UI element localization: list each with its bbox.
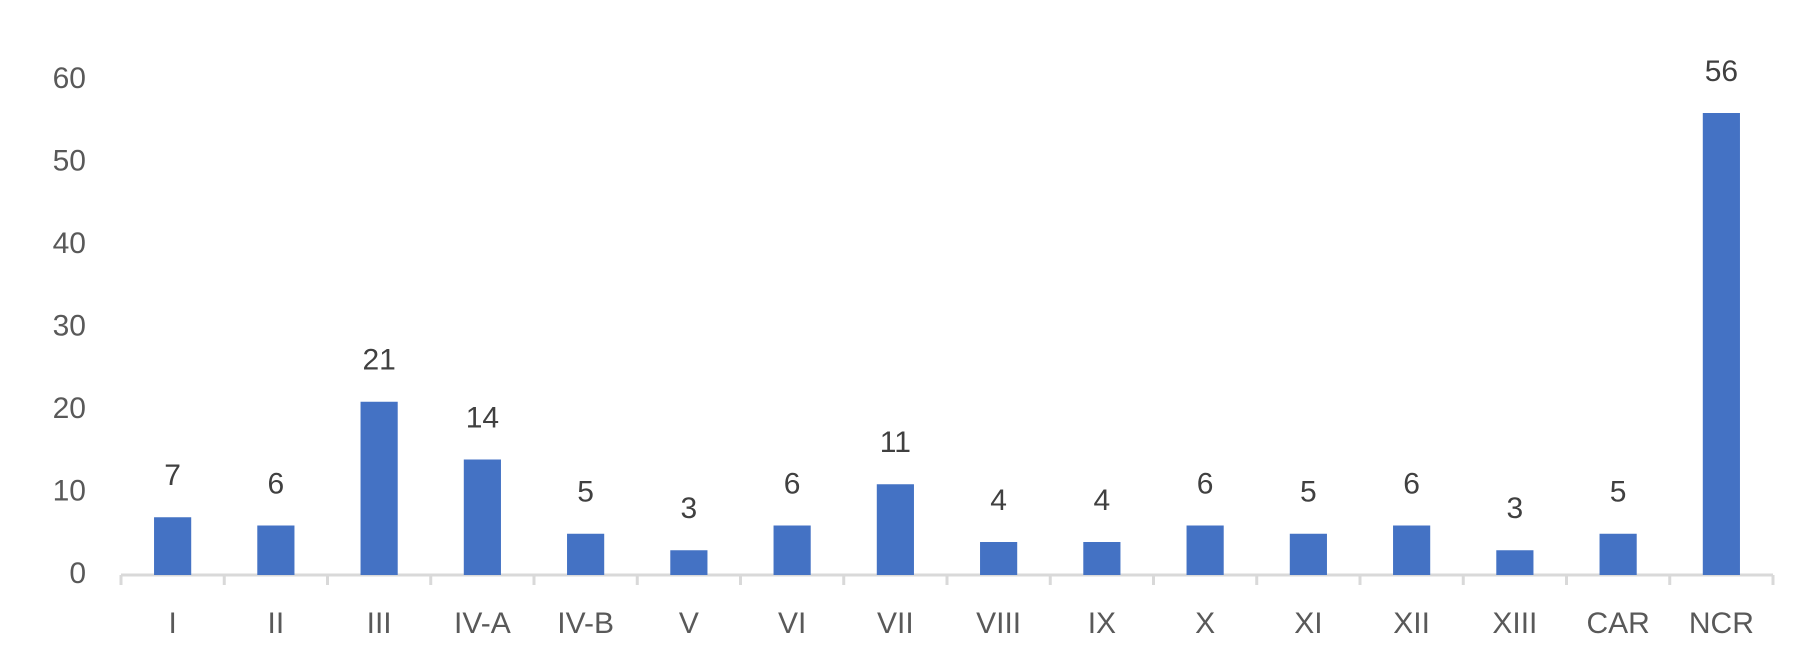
value-label: 7 (164, 459, 181, 492)
value-label: 5 (577, 476, 594, 509)
value-label: 6 (268, 467, 285, 500)
x-tick-label: XII (1393, 607, 1430, 640)
y-tick-label: 50 (53, 144, 86, 177)
bar (1496, 550, 1534, 575)
bar (360, 401, 398, 575)
bar (1599, 533, 1637, 575)
x-tick-label: V (679, 607, 699, 640)
value-label: 5 (1610, 476, 1627, 509)
value-label: 3 (1507, 492, 1524, 525)
x-tick-label: IV-A (454, 607, 511, 640)
value-label: 11 (880, 426, 911, 459)
bar (773, 525, 811, 575)
value-label: 21 (362, 344, 395, 377)
x-tick-label: I (168, 607, 176, 640)
x-tick-label: XI (1294, 607, 1322, 640)
bar (1186, 525, 1224, 575)
bar (257, 525, 295, 575)
x-tick-label: NCR (1689, 607, 1754, 640)
value-label: 3 (681, 492, 698, 525)
value-label: 56 (1705, 55, 1738, 88)
value-label: 4 (990, 484, 1007, 517)
y-tick-label: 20 (53, 392, 86, 425)
bar (980, 542, 1018, 575)
value-label: 6 (784, 467, 801, 500)
bar (1289, 533, 1327, 575)
y-tick-label: 40 (53, 227, 86, 260)
bar (567, 533, 605, 575)
bar (1702, 113, 1740, 575)
bar (154, 517, 192, 575)
bar (463, 459, 501, 575)
x-tick-label: II (268, 607, 285, 640)
y-tick-label: 10 (53, 474, 86, 507)
bar (670, 550, 708, 575)
bar (1083, 542, 1121, 575)
x-tick-label: CAR (1586, 607, 1649, 640)
x-tick-label: III (367, 607, 392, 640)
bar (876, 484, 914, 575)
x-tick-label: VI (778, 607, 806, 640)
x-tick-label: VIII (976, 607, 1021, 640)
x-tick-label: IX (1088, 607, 1116, 640)
y-tick-label: 60 (53, 62, 86, 95)
value-label: 6 (1197, 467, 1214, 500)
value-label: 6 (1403, 467, 1420, 500)
value-label: 4 (1094, 484, 1111, 517)
bar (1393, 525, 1431, 575)
x-tick-label: XIII (1492, 607, 1537, 640)
x-tick-label: IV-B (557, 607, 614, 640)
y-tick-label: 0 (69, 557, 86, 590)
y-tick-label: 30 (53, 309, 86, 342)
x-tick-label: VII (877, 607, 914, 640)
value-label: 14 (466, 401, 499, 434)
x-tick-label: X (1195, 607, 1215, 640)
value-label: 5 (1300, 476, 1317, 509)
